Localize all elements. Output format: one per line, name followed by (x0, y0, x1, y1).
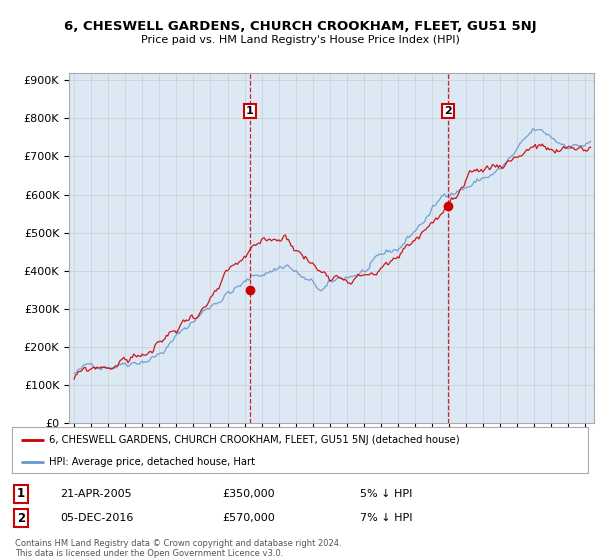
Text: 2: 2 (17, 511, 25, 525)
Text: £570,000: £570,000 (222, 513, 275, 523)
Text: 5% ↓ HPI: 5% ↓ HPI (360, 489, 412, 499)
Text: 21-APR-2005: 21-APR-2005 (60, 489, 131, 499)
Text: 05-DEC-2016: 05-DEC-2016 (60, 513, 133, 523)
Text: £350,000: £350,000 (222, 489, 275, 499)
Text: 2: 2 (444, 106, 452, 116)
Text: 6, CHESWELL GARDENS, CHURCH CROOKHAM, FLEET, GU51 5NJ (detached house): 6, CHESWELL GARDENS, CHURCH CROOKHAM, FL… (49, 435, 460, 445)
Text: Price paid vs. HM Land Registry's House Price Index (HPI): Price paid vs. HM Land Registry's House … (140, 35, 460, 45)
Text: 6, CHESWELL GARDENS, CHURCH CROOKHAM, FLEET, GU51 5NJ: 6, CHESWELL GARDENS, CHURCH CROOKHAM, FL… (64, 20, 536, 32)
Text: HPI: Average price, detached house, Hart: HPI: Average price, detached house, Hart (49, 457, 256, 466)
Text: 7% ↓ HPI: 7% ↓ HPI (360, 513, 413, 523)
Text: Contains HM Land Registry data © Crown copyright and database right 2024.
This d: Contains HM Land Registry data © Crown c… (15, 539, 341, 558)
Text: 1: 1 (246, 106, 254, 116)
Text: 1: 1 (17, 487, 25, 501)
